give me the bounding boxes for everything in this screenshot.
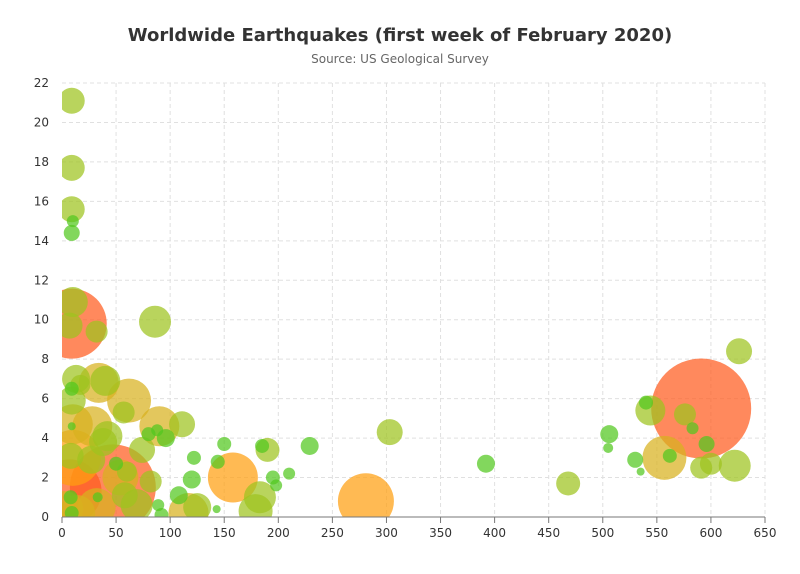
earthquake-bubble bbox=[183, 493, 212, 517]
x-tick-label: 150 bbox=[213, 526, 236, 540]
earthquake-bubble bbox=[62, 154, 85, 181]
earthquake-bubble bbox=[718, 449, 751, 482]
x-tick-label: 100 bbox=[159, 526, 182, 540]
earthquake-bubble bbox=[89, 428, 118, 457]
x-tick-label: 600 bbox=[699, 526, 722, 540]
earthquake-bubble bbox=[300, 436, 319, 455]
earthquake-bubble bbox=[182, 470, 201, 489]
earthquake-bubble bbox=[169, 486, 188, 505]
earthquake-bubble bbox=[255, 438, 270, 453]
earthquake-bubble bbox=[217, 437, 232, 452]
earthquake-bubble bbox=[62, 312, 83, 339]
earthquake-bubble bbox=[90, 365, 121, 396]
earthquake-bubble bbox=[698, 436, 715, 453]
earthquake-bubble bbox=[186, 450, 201, 465]
earthquake-bubble bbox=[63, 490, 78, 505]
earthquake-bubble bbox=[151, 424, 164, 437]
earthquake-bubble bbox=[85, 320, 108, 343]
earthquake-bubble bbox=[129, 436, 156, 463]
earthquake-bubble bbox=[63, 224, 80, 241]
earthquake-bubble bbox=[673, 403, 696, 426]
x-tick-label: 350 bbox=[429, 526, 452, 540]
y-tick-label: 4 bbox=[41, 431, 49, 445]
y-tick-label: 20 bbox=[34, 115, 49, 129]
earthquake-bubble bbox=[283, 467, 296, 480]
earthquake-bubble bbox=[690, 456, 713, 479]
earthquake-bubble bbox=[726, 338, 753, 365]
earthquake-bubble bbox=[603, 442, 614, 453]
earthquake-bubble bbox=[64, 381, 79, 396]
earthquake-bubble bbox=[600, 425, 619, 444]
earthquake-bubble bbox=[212, 505, 221, 514]
earthquake-bubble bbox=[139, 470, 162, 493]
earthquake-bubble bbox=[270, 479, 283, 492]
x-tick-label: 300 bbox=[375, 526, 398, 540]
x-tick-label: 500 bbox=[591, 526, 614, 540]
earthquake-bubble bbox=[169, 411, 196, 438]
y-tick-label: 0 bbox=[41, 510, 49, 524]
chart-title: Worldwide Earthquakes (first week of Feb… bbox=[128, 25, 672, 46]
x-tick-label: 200 bbox=[267, 526, 290, 540]
earthquake-bubble bbox=[210, 454, 225, 469]
earthquake-bubble bbox=[476, 454, 495, 473]
y-tick-label: 10 bbox=[34, 313, 49, 327]
grid-lines bbox=[62, 82, 766, 517]
x-tick-label: 0 bbox=[58, 526, 66, 540]
earthquake-bubble bbox=[556, 471, 581, 496]
bubble-series bbox=[62, 87, 753, 517]
earthquake-bubble bbox=[112, 401, 135, 424]
earthquake-bubble bbox=[639, 395, 654, 410]
x-tick-label: 450 bbox=[537, 526, 560, 540]
earthquake-bubble bbox=[627, 451, 644, 468]
x-tick-label: 250 bbox=[321, 526, 344, 540]
x-tick-label: 650 bbox=[754, 526, 777, 540]
earthquake-bubble bbox=[64, 506, 79, 517]
axes: 0 50 100 150 200 250 300 350 400 450 500 550 600 650 0… bbox=[34, 76, 777, 540]
y-tick-label: 6 bbox=[41, 392, 49, 406]
y-tick-label: 8 bbox=[41, 352, 49, 366]
earthquake-bubble bbox=[62, 87, 85, 114]
earthquake-bubble bbox=[62, 196, 85, 223]
x-tick-label: 550 bbox=[645, 526, 668, 540]
x-tick-label: 50 bbox=[108, 526, 123, 540]
earthquake-bubble bbox=[139, 305, 172, 338]
x-tick-label: 400 bbox=[483, 526, 506, 540]
earthquake-bubble bbox=[109, 456, 124, 471]
chart-subtitle: Source: US Geological Survey bbox=[311, 52, 489, 66]
earthquake-bubble bbox=[62, 442, 84, 469]
y-tick-label: 18 bbox=[34, 155, 49, 169]
earthquake-bubble bbox=[686, 422, 699, 435]
earthquake-bubble bbox=[636, 467, 645, 476]
earthquake-bubble bbox=[152, 499, 165, 512]
earthquake-bubble bbox=[66, 215, 79, 228]
y-tick-label: 14 bbox=[34, 234, 49, 248]
earthquake-bubble bbox=[92, 492, 103, 503]
earthquake-bubble bbox=[662, 448, 677, 463]
earthquake-bubble bbox=[62, 286, 88, 317]
y-tick-label: 2 bbox=[41, 471, 49, 485]
y-tick-label: 16 bbox=[34, 194, 49, 208]
earthquake-bubble bbox=[376, 419, 403, 446]
earthquake-bubble bbox=[243, 481, 276, 514]
y-tick-label: 22 bbox=[34, 76, 49, 90]
earthquake-bubble bbox=[111, 482, 138, 509]
earthquake-bubble bbox=[651, 358, 752, 459]
earthquake-bubble bbox=[67, 422, 76, 431]
earthquake-bubble bbox=[337, 473, 394, 517]
y-tick-label: 12 bbox=[34, 273, 49, 287]
